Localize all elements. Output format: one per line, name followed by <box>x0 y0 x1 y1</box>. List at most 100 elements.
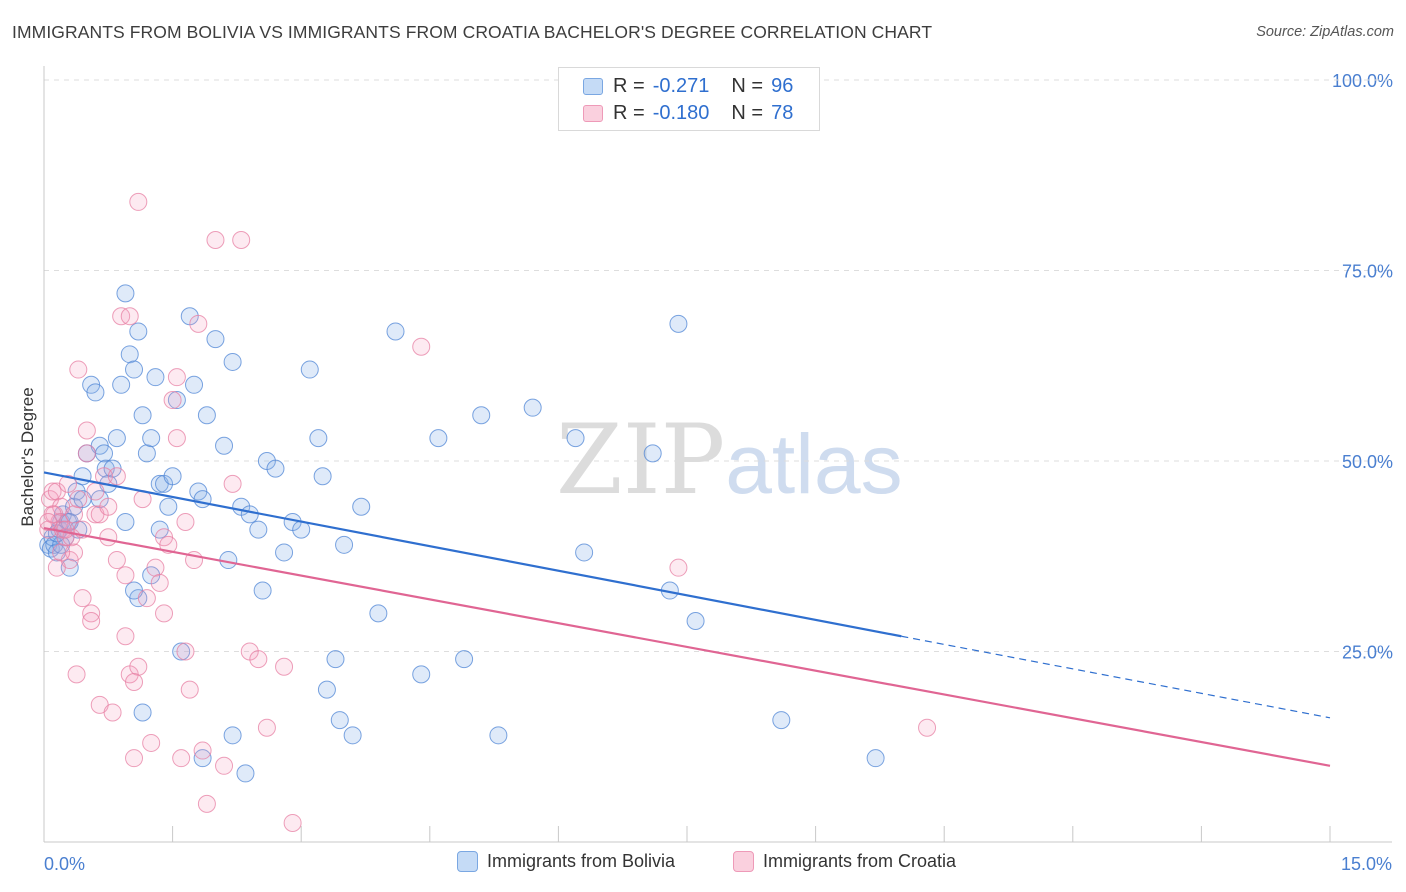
bolivia-trend-line <box>43 471 902 638</box>
croatia-trend-line <box>43 526 1331 767</box>
bolivia-point <box>343 726 362 745</box>
bolivia-point <box>137 444 156 463</box>
croatia-point <box>116 566 135 585</box>
bolivia-point <box>120 345 139 364</box>
r-value: -0.180 <box>652 101 710 124</box>
bolivia-point <box>330 711 349 730</box>
bolivia-point <box>107 429 126 448</box>
y-tick-label: 50.0% <box>1342 452 1393 472</box>
croatia-point <box>206 231 225 250</box>
bolivia-point <box>95 444 114 463</box>
watermark-zip: ZIP <box>556 404 726 516</box>
bolivia-point <box>167 391 186 410</box>
croatia-point <box>412 337 431 356</box>
croatia-point <box>43 482 62 501</box>
x-tick-label: 0.0% <box>44 854 85 874</box>
croatia-point <box>116 627 135 646</box>
correlation-legend: R = -0.271 N = 96 R = -0.180 N = 78 <box>558 67 820 131</box>
bolivia-point <box>206 330 225 349</box>
bolivia-point <box>309 429 328 448</box>
chart-title: IMMIGRANTS FROM BOLIVIA VS IMMIGRANTS FR… <box>12 22 933 42</box>
bolivia-point <box>429 429 448 448</box>
legend-swatch-bolivia <box>457 851 478 872</box>
y-tick-label: 25.0% <box>1342 643 1393 663</box>
bolivia-point <box>575 543 594 562</box>
legend-label-croatia: Immigrants from Croatia <box>763 851 957 871</box>
bolivia-point <box>313 467 332 486</box>
croatia-point <box>69 490 88 509</box>
bolivia-point <box>772 711 791 730</box>
bolivia-point <box>142 429 161 448</box>
bolivia-point <box>133 703 152 722</box>
bolivia-point <box>129 322 148 341</box>
bolivia-point <box>386 322 405 341</box>
croatia-point <box>167 429 186 448</box>
legend-item-croatia[interactable]: Immigrants from Croatia <box>733 851 956 872</box>
watermark-atlas: atlas <box>725 417 903 511</box>
croatia-point <box>918 718 937 737</box>
bolivia-point <box>215 436 234 455</box>
bolivia-point <box>369 604 388 623</box>
x-tick-label: 15.0% <box>1341 854 1392 874</box>
bolivia-point <box>455 650 474 669</box>
series-legend: Immigrants from Bolivia Immigrants from … <box>0 851 1406 879</box>
bolivia-point <box>193 749 212 768</box>
croatia-point <box>82 612 101 631</box>
croatia-point <box>142 733 161 752</box>
bolivia-point <box>412 665 431 684</box>
bolivia-point <box>275 543 294 562</box>
bolivia-point <box>866 749 885 768</box>
bolivia-point <box>193 490 212 509</box>
croatia-point <box>39 512 58 531</box>
bolivia-point <box>317 680 336 699</box>
bolivia-point <box>163 467 182 486</box>
bolivia-point <box>86 383 105 402</box>
croatia-point <box>125 749 144 768</box>
n-value: 96 <box>771 74 794 97</box>
croatia-point <box>52 543 71 562</box>
croatia-point <box>137 589 156 608</box>
bolivia-point <box>60 558 79 577</box>
bolivia-point <box>185 375 204 394</box>
croatia-point <box>150 573 169 592</box>
bolivia-point <box>566 429 585 448</box>
croatia-point <box>125 672 144 691</box>
croatia-point <box>65 543 84 562</box>
bolivia-point <box>489 726 508 745</box>
legend-item-bolivia[interactable]: Immigrants from Bolivia <box>457 851 675 872</box>
legend-swatch-croatia <box>583 104 603 122</box>
croatia-point <box>193 741 212 760</box>
y-tick-label: 75.0% <box>1342 262 1393 282</box>
croatia-point <box>67 665 86 684</box>
bolivia-point <box>669 314 688 333</box>
bolivia-point <box>523 398 542 417</box>
croatia-point <box>73 589 92 608</box>
croatia-point <box>146 558 165 577</box>
r-value: -0.271 <box>652 74 710 97</box>
croatia-point <box>107 467 126 486</box>
croatia-point <box>86 482 105 501</box>
croatia-point <box>99 497 118 516</box>
legend-swatch-bolivia <box>583 77 603 95</box>
bolivia-point <box>112 375 131 394</box>
bolivia-point <box>643 444 662 463</box>
croatia-point <box>176 642 195 661</box>
bolivia-point <box>223 352 242 371</box>
bolivia-point <box>146 368 165 387</box>
croatia-point <box>129 192 148 211</box>
bolivia-point <box>266 459 285 478</box>
croatia-point <box>215 756 234 775</box>
croatia-point <box>77 421 96 440</box>
bolivia-point <box>253 581 272 600</box>
croatia-point <box>223 474 242 493</box>
bolivia-point <box>249 520 268 539</box>
croatia-point <box>180 680 199 699</box>
croatia-point <box>159 535 178 554</box>
bolivia-point <box>326 650 345 669</box>
croatia-point <box>82 604 101 623</box>
watermark: ZIPatlas <box>556 404 903 516</box>
bolivia-point <box>236 764 255 783</box>
croatia-point <box>56 520 75 539</box>
croatia-point <box>257 718 276 737</box>
